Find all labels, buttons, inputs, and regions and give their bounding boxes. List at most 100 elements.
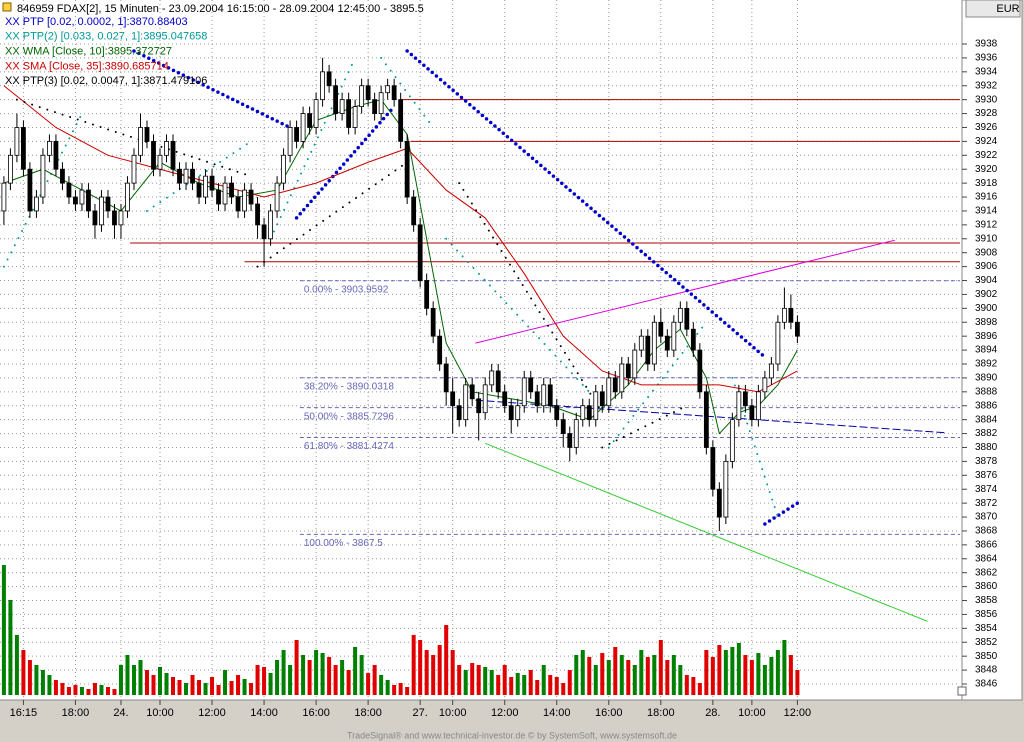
volume-bar — [27, 660, 32, 695]
y-tick-label: 3890 — [975, 373, 998, 384]
candle-body — [365, 85, 371, 101]
volume-bar — [229, 681, 234, 695]
volume-bar — [593, 665, 598, 695]
currency: EUR — [996, 3, 1019, 15]
y-tick-label: 3928 — [975, 108, 998, 119]
ptp-dots — [405, 49, 767, 359]
ptp-dots — [2, 112, 83, 268]
candle-body — [547, 384, 553, 407]
volume-bar — [470, 663, 475, 695]
y-tick-label: 3888 — [975, 386, 998, 397]
candle-body — [664, 335, 670, 351]
volume-bar — [567, 670, 572, 695]
x-tick-label: 18:00 — [354, 707, 382, 719]
candle-body — [612, 377, 618, 393]
volume-bar — [710, 657, 715, 695]
volume-bar — [613, 647, 618, 695]
volume-bar — [632, 665, 637, 695]
volume-bar — [21, 650, 26, 695]
candle-body — [710, 447, 716, 490]
candle-body — [508, 405, 514, 421]
candle-body — [281, 154, 286, 184]
volume-bar — [327, 657, 332, 695]
y-tick-label: 3852 — [975, 637, 998, 648]
candle-body — [326, 71, 332, 87]
volume-bar — [678, 665, 683, 695]
volume-bar — [431, 655, 436, 695]
candle-body — [424, 280, 430, 309]
volume-bar — [697, 683, 702, 695]
volume-bar — [476, 665, 481, 695]
candle-body — [437, 335, 443, 365]
candle-body — [586, 405, 592, 421]
volume-bar — [151, 675, 156, 695]
volume-bar — [385, 680, 390, 695]
volume-bar — [255, 665, 260, 695]
candle-body — [138, 127, 143, 156]
y-tick-label: 3856 — [975, 609, 998, 620]
candle-body — [229, 182, 234, 198]
candle-body — [729, 419, 735, 462]
volume-bar — [775, 650, 780, 695]
y-tick-label: 3932 — [975, 80, 998, 91]
y-tick-label: 3908 — [975, 247, 998, 258]
y-tick-label: 3934 — [975, 66, 998, 77]
candle-body — [632, 349, 638, 379]
y-tick-label: 3914 — [975, 206, 998, 217]
candle-body — [359, 85, 365, 108]
volume-bar — [307, 660, 312, 695]
candle-body — [118, 210, 124, 226]
candle-body — [313, 99, 319, 128]
candle-body — [645, 335, 651, 365]
volume-bar — [40, 670, 45, 695]
x-tick-label: 27. — [413, 707, 428, 719]
volume-bar — [561, 683, 566, 695]
candle-body — [203, 175, 208, 198]
volume-bar — [691, 677, 696, 695]
candle-body — [385, 85, 391, 94]
x-tick-label: 10:00 — [738, 707, 766, 719]
legend-entry: XX SMA [Close, 35]:3890.685714 — [5, 60, 169, 72]
candle-body — [164, 140, 169, 156]
volume-bar — [749, 660, 754, 695]
volume-bar — [704, 650, 709, 695]
y-tick-label: 3886 — [975, 400, 998, 411]
candle-body — [768, 363, 774, 379]
candle-body — [151, 140, 156, 170]
volume-bar — [171, 677, 176, 695]
volume-bar — [216, 685, 221, 695]
candle-body — [99, 196, 104, 226]
volume-bar — [131, 665, 136, 695]
volume-bar — [190, 675, 195, 695]
volume-bar — [177, 680, 182, 695]
candle-body — [14, 127, 20, 156]
candle-body — [404, 140, 410, 198]
candle-body — [242, 189, 247, 212]
y-tick-label: 3936 — [975, 53, 998, 64]
volume-bar — [14, 635, 19, 695]
volume-bar — [210, 677, 215, 695]
candle-body — [73, 196, 78, 205]
volume-bar — [53, 680, 58, 695]
resize-handle — [957, 686, 967, 696]
volume-bar — [366, 673, 371, 695]
volume-bar — [619, 655, 624, 695]
y-tick-label: 3920 — [975, 164, 998, 175]
volume-bar — [372, 665, 377, 695]
y-tick-label: 3848 — [975, 665, 998, 676]
x-tick-label: 18:00 — [647, 707, 675, 719]
volume-bar — [242, 679, 247, 695]
volume-bar — [125, 655, 130, 695]
ptp-dots — [132, 49, 292, 130]
volume-bar — [483, 667, 488, 695]
candle-body — [580, 405, 586, 421]
y-tick-label: 3876 — [975, 470, 998, 481]
candle-body — [34, 196, 39, 212]
candle-body — [47, 140, 52, 156]
volume-bar — [392, 685, 397, 695]
candle-body — [476, 398, 482, 414]
candle-body — [554, 405, 560, 421]
volume-bar — [626, 660, 631, 695]
candle-body — [378, 92, 384, 114]
candle-body — [463, 384, 469, 421]
